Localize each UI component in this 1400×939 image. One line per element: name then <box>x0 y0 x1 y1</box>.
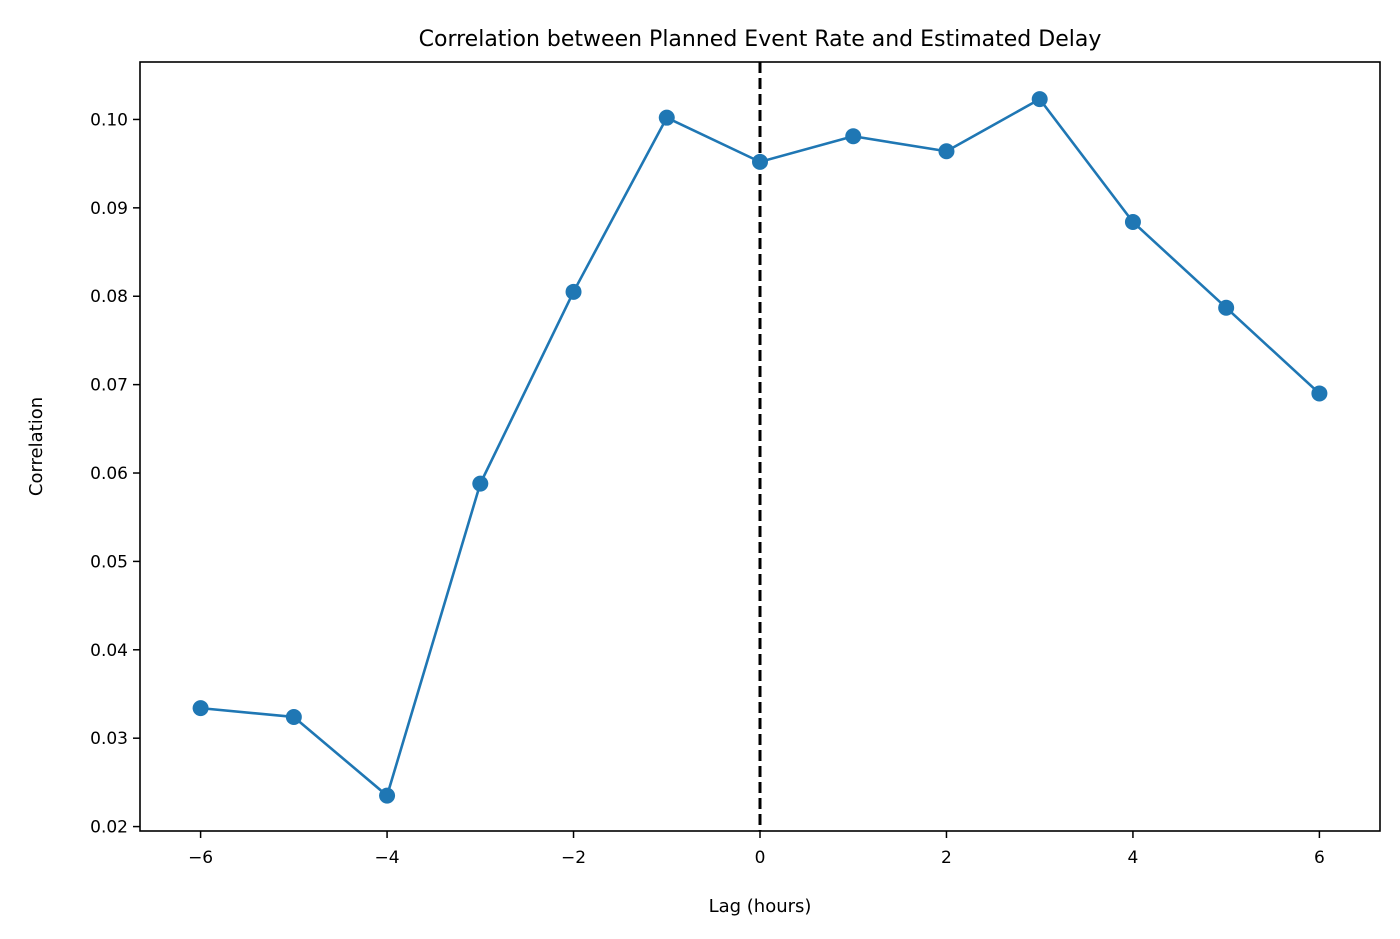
x-tick-label: 0 <box>755 848 766 868</box>
x-tick-label: 6 <box>1314 848 1325 868</box>
data-point <box>1124 213 1141 230</box>
data-point <box>1311 385 1328 402</box>
x-tick-label: 2 <box>941 848 952 868</box>
y-tick-label: 0.03 <box>90 729 128 749</box>
x-tick-label: 4 <box>1128 848 1139 868</box>
data-point <box>472 475 489 492</box>
y-tick-label: 0.05 <box>90 552 128 572</box>
data-point <box>285 708 302 725</box>
y-tick-label: 0.09 <box>90 199 128 219</box>
data-point <box>1218 299 1235 316</box>
data-point <box>845 128 862 145</box>
y-tick-label: 0.04 <box>90 641 128 661</box>
data-point <box>1031 91 1048 108</box>
x-tick-label: −2 <box>561 848 586 868</box>
y-tick-label: 0.10 <box>90 110 128 130</box>
y-axis-label: Correlation <box>26 397 47 496</box>
y-tick-label: 0.08 <box>90 287 128 307</box>
data-point <box>752 153 768 170</box>
y-tick-label: 0.06 <box>90 464 128 484</box>
data-point <box>565 283 582 300</box>
y-tick-label: 0.07 <box>90 376 128 396</box>
data-point <box>658 109 675 126</box>
x-axis-label: Lag (hours) <box>709 896 812 917</box>
data-point <box>938 143 955 160</box>
chart-title: Correlation between Planned Event Rate a… <box>419 27 1102 52</box>
data-point <box>379 787 396 804</box>
x-tick-label: −6 <box>188 848 213 868</box>
data-point <box>192 700 209 717</box>
y-tick-label: 0.02 <box>90 818 128 838</box>
x-tick-label: −4 <box>375 848 400 868</box>
plot-area: −6 −4 −2 0 2 4 6 0.02 0.03 0.04 0.05 0.06 0.07 0.08 0.… <box>90 61 1381 868</box>
